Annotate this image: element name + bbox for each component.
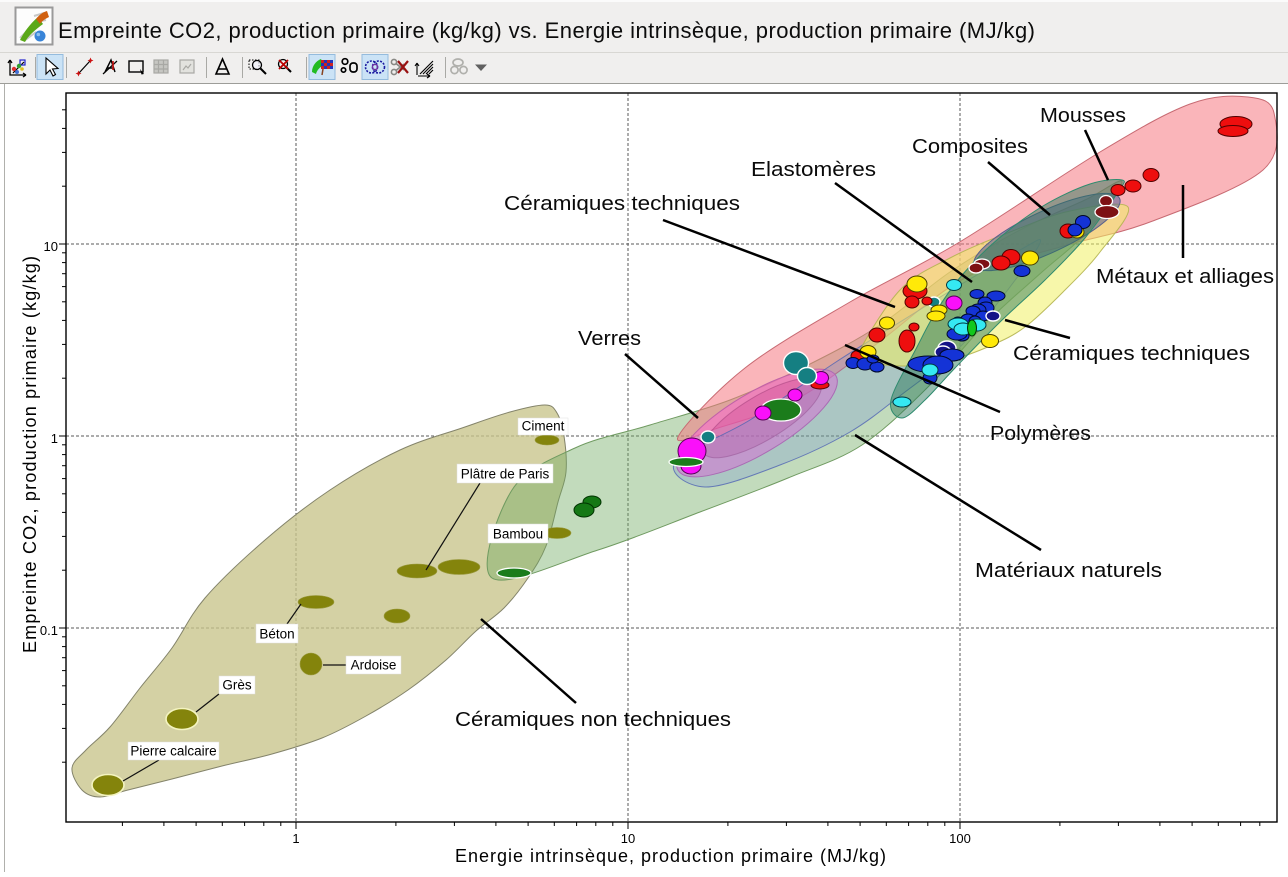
- svg-text:Métaux et alliages: Métaux et alliages: [1096, 266, 1274, 288]
- svg-text:Ardoise: Ardoise: [351, 658, 397, 673]
- svg-text:Energie intrinsèque, productio: Energie intrinsèque, production primaire…: [455, 846, 886, 866]
- svg-text:Elastomères: Elastomères: [751, 159, 876, 181]
- svg-text:Composites: Composites: [912, 136, 1028, 158]
- svg-text:10: 10: [621, 831, 635, 846]
- svg-text:Céramiques techniques: Céramiques techniques: [1013, 343, 1250, 365]
- svg-text:Mousses: Mousses: [1040, 105, 1126, 127]
- svg-text:1: 1: [51, 431, 58, 446]
- svg-text:100: 100: [949, 831, 971, 846]
- svg-text:Empreinte CO2, production prim: Empreinte CO2, production primaire (kg/k…: [20, 256, 40, 653]
- svg-text:1: 1: [292, 831, 299, 846]
- svg-text:Polymères: Polymères: [990, 423, 1091, 445]
- svg-text:Céramiques non techniques: Céramiques non techniques: [455, 709, 731, 731]
- svg-text:Plâtre de Paris: Plâtre de Paris: [461, 467, 550, 482]
- svg-text:Ciment: Ciment: [522, 419, 565, 434]
- svg-text:0.1: 0.1: [40, 623, 58, 638]
- svg-text:Pierre calcaire: Pierre calcaire: [130, 744, 216, 759]
- svg-text:Bambou: Bambou: [493, 527, 543, 542]
- svg-text:Verres: Verres: [578, 328, 641, 350]
- svg-text:Empreinte CO2, production prim: Empreinte CO2, production primaire (kg/k…: [58, 18, 1035, 43]
- svg-text:Matériaux naturels: Matériaux naturels: [975, 560, 1162, 582]
- svg-text:10: 10: [44, 239, 58, 254]
- svg-text:Céramiques techniques: Céramiques techniques: [504, 193, 740, 215]
- svg-text:Grès: Grès: [222, 678, 252, 693]
- svg-text:Béton: Béton: [259, 627, 294, 642]
